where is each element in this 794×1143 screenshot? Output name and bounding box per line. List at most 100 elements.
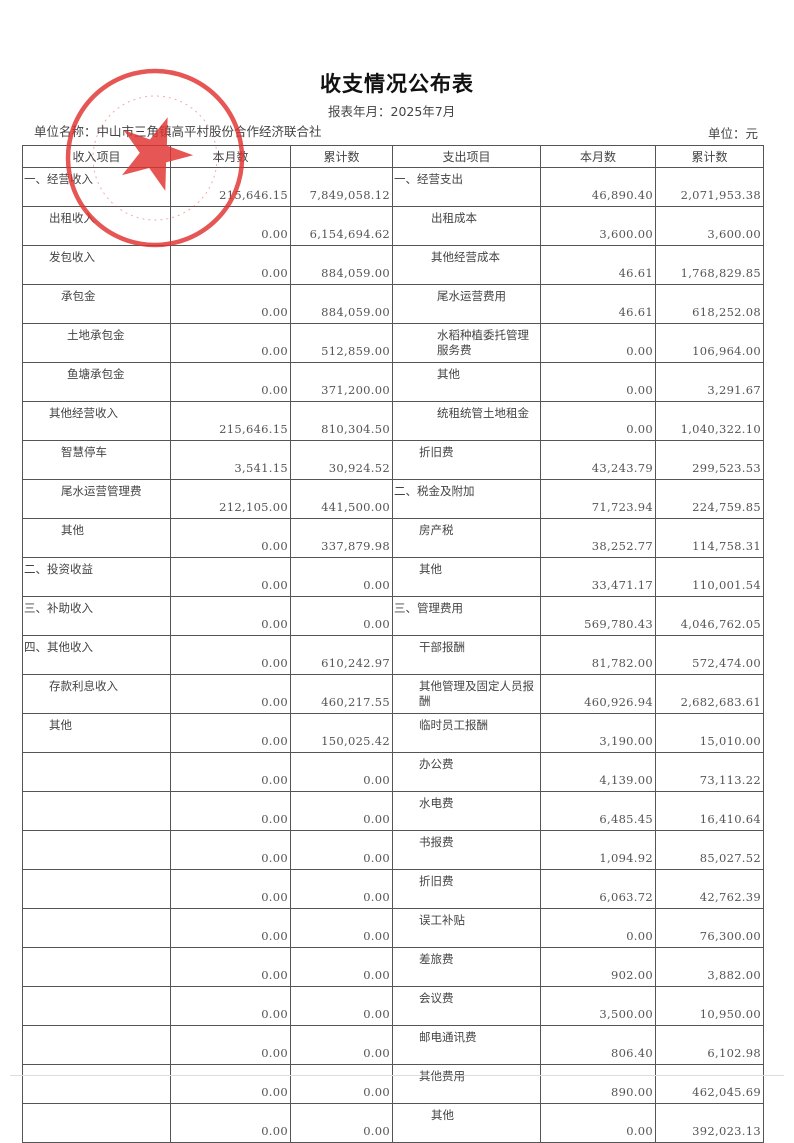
expense-item-label: 出租成本 [392, 206, 541, 246]
income-month-value: 0.00 [170, 752, 291, 792]
expense-total-value: 106,964.00 [655, 323, 764, 363]
expense-month-value: 569,780.43 [540, 596, 656, 636]
income-item-label [22, 947, 171, 987]
income-total-value: 6,154,694.62 [290, 206, 393, 246]
income-total-value: 0.00 [290, 557, 393, 597]
income-month-value: 0.00 [170, 986, 291, 1026]
expense-item-label: 折旧费 [392, 440, 541, 480]
income-item-label: 土地承包金 [22, 323, 171, 363]
table-row: 其他 0.00 337,879.98 房产税 38,252.77 114,758.31 [22, 518, 764, 558]
header-expense-item: 支出项目 [392, 145, 541, 168]
table-row: 0.00 0.00 办公费 4,139.00 73,113.22 [22, 752, 764, 792]
income-expense-table: 收入项目 本月数 累计数 支出项目 本月数 累计数 一、经营收入 215,646.… [22, 145, 764, 1143]
header-income-item: 收入项目 [22, 145, 171, 168]
page-title: 收支情况公布表 [320, 72, 474, 96]
income-item-label: 一、经营收入 [22, 167, 171, 207]
expense-item-label: 统租统管土地租金 [392, 401, 541, 441]
income-month-value: 0.00 [170, 245, 291, 285]
table-row: 0.00 0.00 其他费用 890.00 462,045.69 [22, 1064, 764, 1104]
expense-item-label: 二、税金及附加 [392, 479, 541, 519]
expense-month-value: 0.00 [540, 401, 656, 441]
expense-total-value: 224,759.85 [655, 479, 764, 519]
income-item-label [22, 1025, 171, 1065]
income-item-label: 其他 [22, 518, 171, 558]
expense-total-value: 2,071,953.38 [655, 167, 764, 207]
expense-total-value: 462,045.69 [655, 1064, 764, 1104]
income-total-value: 460,217.55 [290, 674, 393, 714]
income-item-label: 鱼塘承包金 [22, 362, 171, 402]
expense-month-value: 46.61 [540, 284, 656, 324]
income-total-value: 512,859.00 [290, 323, 393, 363]
report-period: 报表年月：2025年7月 [328, 104, 456, 119]
expense-item-label: 三、管理费用 [392, 596, 541, 636]
expense-total-value: 1,040,322.10 [655, 401, 764, 441]
expense-month-value: 1,094.92 [540, 830, 656, 870]
income-month-value: 0.00 [170, 1064, 291, 1104]
expense-item-label: 其他 [392, 362, 541, 402]
expense-month-value: 902.00 [540, 947, 656, 987]
page-bottom-rule [10, 1075, 784, 1076]
expense-month-value: 46,890.40 [540, 167, 656, 207]
expense-total-value: 42,762.39 [655, 869, 764, 909]
income-total-value: 0.00 [290, 1064, 393, 1104]
income-month-value: 0.00 [170, 791, 291, 831]
income-total-value: 150,025.42 [290, 713, 393, 753]
expense-total-value: 10,950.00 [655, 986, 764, 1026]
expense-total-value: 4,046,762.05 [655, 596, 764, 636]
unit-name: 单位名称：中山市三角镇高平村股份合作经济联合社 [34, 124, 322, 139]
expense-month-value: 6,485.45 [540, 791, 656, 831]
income-month-value: 215,646.15 [170, 401, 291, 441]
table-row: 其他经营收入 215,646.15 810,304.50 统租统管土地租金 0.00 1,… [22, 401, 764, 441]
income-total-value: 0.00 [290, 1103, 393, 1143]
income-total-value: 0.00 [290, 947, 393, 987]
expense-month-value: 6,063.72 [540, 869, 656, 909]
income-total-value: 884,059.00 [290, 284, 393, 324]
income-total-value: 0.00 [290, 986, 393, 1026]
expense-total-value: 16,410.64 [655, 791, 764, 831]
expense-month-value: 81,782.00 [540, 635, 656, 675]
table-row: 0.00 0.00 邮电通讯费 806.40 6,102.98 [22, 1025, 764, 1065]
expense-item-label: 一、经营支出 [392, 167, 541, 207]
expense-item-label: 尾水运营费用 [392, 284, 541, 324]
table-row: 出租收入 0.00 6,154,694.62 出租成本 3,600.00 3,600.00 [22, 206, 764, 246]
table-row: 0.00 0.00 水电费 6,485.45 16,410.64 [22, 791, 764, 831]
expense-item-label: 其他管理及固定人员报酬 [392, 674, 541, 714]
table-row: 承包金 0.00 884,059.00 尾水运营费用 46.61 618,252.08 [22, 284, 764, 324]
expense-month-value: 33,471.17 [540, 557, 656, 597]
income-item-label [22, 869, 171, 909]
income-month-value: 0.00 [170, 635, 291, 675]
income-total-value: 0.00 [290, 752, 393, 792]
expense-month-value: 0.00 [540, 362, 656, 402]
income-total-value: 0.00 [290, 791, 393, 831]
income-month-value: 0.00 [170, 362, 291, 402]
table-row: 一、经营收入 215,646.15 7,849,058.12 一、经营支出 46,890… [22, 167, 764, 207]
expense-month-value: 890.00 [540, 1064, 656, 1104]
income-total-value: 371,200.00 [290, 362, 393, 402]
income-total-value: 884,059.00 [290, 245, 393, 285]
income-item-label: 其他 [22, 713, 171, 753]
income-total-value: 0.00 [290, 869, 393, 909]
income-total-value: 7,849,058.12 [290, 167, 393, 207]
income-total-value: 0.00 [290, 596, 393, 636]
expense-month-value: 806.40 [540, 1025, 656, 1065]
income-month-value: 0.00 [170, 713, 291, 753]
expense-total-value: 1,768,829.85 [655, 245, 764, 285]
expense-month-value: 3,190.00 [540, 713, 656, 753]
expense-item-label: 其他 [392, 1103, 541, 1143]
table-row: 土地承包金 0.00 512,859.00 水稻种植委托管理服务费 0.00 106,96… [22, 323, 764, 363]
income-item-label [22, 752, 171, 792]
income-month-value: 0.00 [170, 1025, 291, 1065]
currency-unit: 单位：元 [707, 126, 758, 141]
expense-total-value: 618,252.08 [655, 284, 764, 324]
income-total-value: 0.00 [290, 830, 393, 870]
expense-item-label: 误工补贴 [392, 908, 541, 948]
income-item-label: 发包收入 [22, 245, 171, 285]
expense-item-label: 办公费 [392, 752, 541, 792]
expense-total-value: 73,113.22 [655, 752, 764, 792]
table-row: 三、补助收入 0.00 0.00 三、管理费用 569,780.43 4,046,762.… [22, 596, 764, 636]
expense-month-value: 71,723.94 [540, 479, 656, 519]
expense-item-label: 干部报酬 [392, 635, 541, 675]
table-row: 存款利息收入 0.00 460,217.55 其他管理及固定人员报酬 460,926.9… [22, 674, 764, 714]
header-income-total: 累计数 [290, 145, 393, 168]
income-month-value: 0.00 [170, 947, 291, 987]
